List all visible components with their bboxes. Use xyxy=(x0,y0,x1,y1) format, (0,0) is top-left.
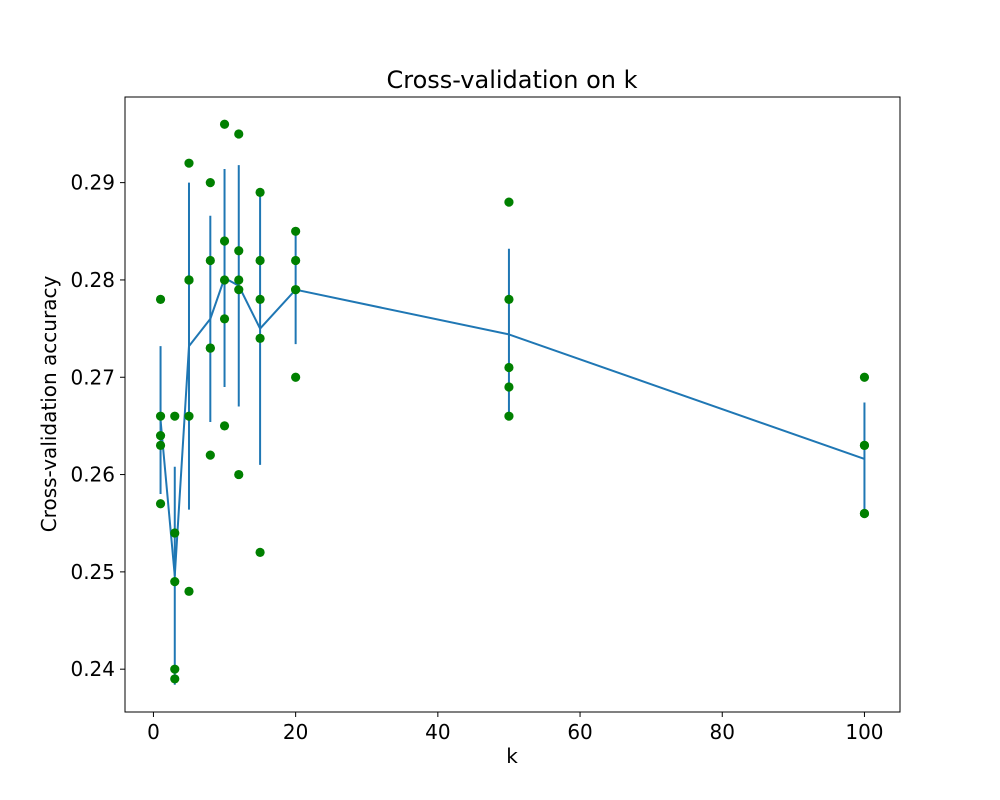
accuracy-point xyxy=(255,547,265,558)
y-tick-label: 0.28 xyxy=(70,268,115,292)
accuracy-point xyxy=(155,431,166,441)
mean-accuracy-line xyxy=(159,276,865,576)
accuracy-point xyxy=(859,372,870,382)
accuracy-point xyxy=(170,577,180,587)
accuracy-point xyxy=(219,275,230,285)
accuracy-point xyxy=(205,178,215,188)
accuracy-point xyxy=(205,343,215,353)
accuracy-point xyxy=(504,294,514,305)
accuracy-point xyxy=(155,499,166,509)
accuracy-point xyxy=(291,285,301,295)
accuracy-point xyxy=(170,528,180,538)
accuracy-point xyxy=(504,411,514,421)
accuracy-point xyxy=(170,664,180,674)
y-tick-label: 0.25 xyxy=(70,560,115,584)
accuracy-point xyxy=(291,255,301,266)
accuracy-point xyxy=(219,421,230,431)
accuracy-point xyxy=(255,255,265,266)
plot-content xyxy=(155,119,870,685)
accuracy-point xyxy=(184,275,194,285)
accuracy-point xyxy=(155,411,166,421)
y-tick-label: 0.24 xyxy=(70,657,115,681)
accuracy-point xyxy=(234,129,244,139)
accuracy-point xyxy=(255,187,265,197)
accuracy-point xyxy=(859,508,870,519)
accuracy-point xyxy=(234,469,244,480)
accuracy-point xyxy=(184,158,194,168)
accuracy-point xyxy=(205,255,215,266)
accuracy-point xyxy=(184,411,194,421)
y-tick-label: 0.29 xyxy=(70,171,115,195)
accuracy-point xyxy=(234,246,244,256)
accuracy-point xyxy=(234,275,244,285)
accuracy-point xyxy=(205,450,215,460)
accuracy-point xyxy=(155,440,166,450)
x-tick-label: 80 xyxy=(710,720,735,744)
accuracy-point xyxy=(184,586,194,596)
x-tick-label: 0 xyxy=(147,720,160,744)
chart-title: Cross-validation on k xyxy=(386,66,637,94)
accuracy-point xyxy=(859,440,870,450)
accuracy-point xyxy=(291,226,301,236)
accuracy-point xyxy=(219,119,230,129)
accuracy-point xyxy=(155,294,166,305)
x-tick-label: 60 xyxy=(567,720,592,744)
x-tick-label: 100 xyxy=(845,720,883,744)
accuracy-point xyxy=(291,372,301,382)
plot-frame xyxy=(124,96,901,713)
axes-layer: 0 20 40 60 80 100 0.24 0.25 0.26 0.27 0.28 0.29 xyxy=(70,96,901,744)
accuracy-point xyxy=(219,314,230,324)
accuracy-point xyxy=(504,197,514,207)
accuracy-point xyxy=(234,285,244,295)
y-tick-label: 0.26 xyxy=(70,463,115,487)
x-tick-label: 40 xyxy=(425,720,450,744)
accuracy-point xyxy=(170,674,180,684)
y-axis-label: Cross-validation accuracy xyxy=(37,276,61,533)
x-axis-label: k xyxy=(506,744,518,768)
accuracy-point xyxy=(255,333,265,343)
y-tick-label: 0.27 xyxy=(70,365,115,389)
accuracy-point xyxy=(255,294,265,305)
x-tick-label: 20 xyxy=(283,720,308,744)
accuracy-point xyxy=(504,382,514,392)
accuracy-point xyxy=(504,362,514,373)
accuracy-point xyxy=(219,236,230,246)
accuracy-point xyxy=(170,411,180,421)
